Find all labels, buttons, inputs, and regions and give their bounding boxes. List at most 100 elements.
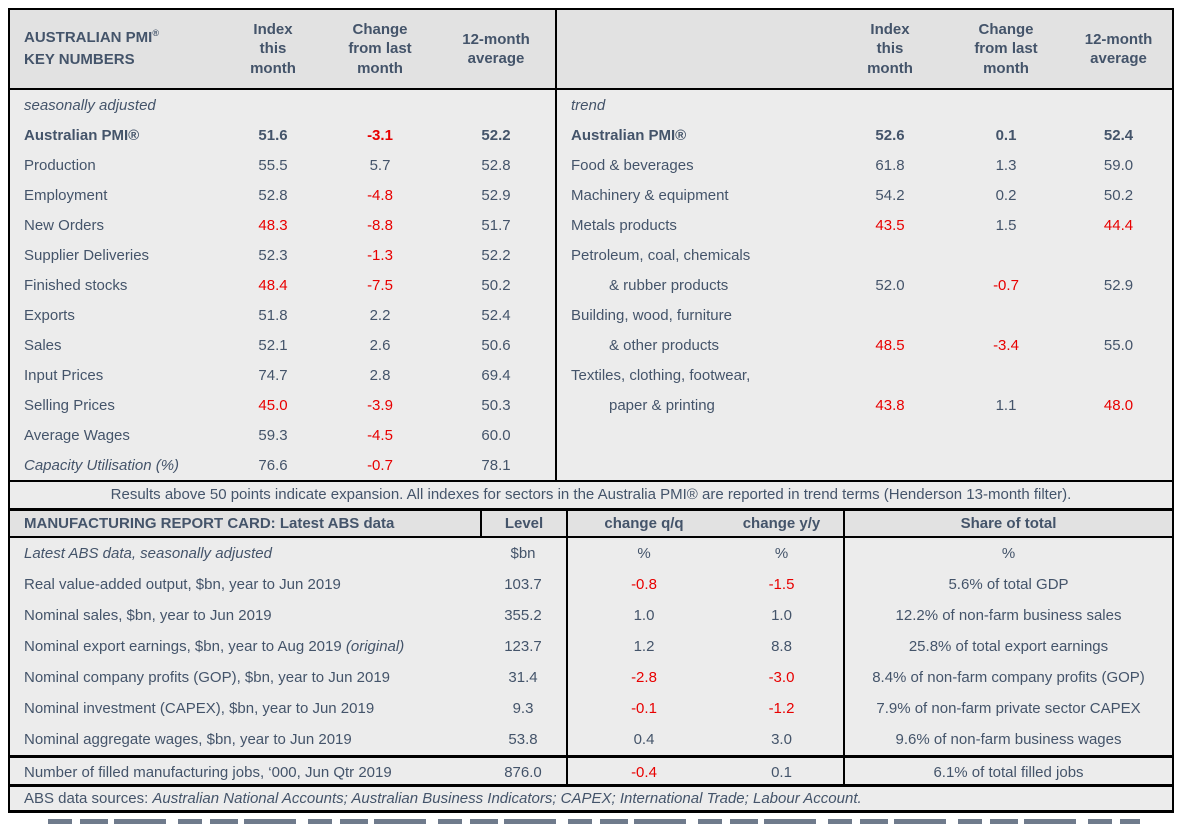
value-cell: -8.8	[367, 216, 393, 234]
value-cell: 52.1	[258, 336, 288, 354]
table-row: Textiles, clothing, footwear,	[557, 360, 1172, 390]
table-row: Employment 52.8 -4.8 52.9	[10, 180, 555, 210]
table-row: Building, wood, furniture	[557, 300, 1172, 330]
table-row: Finished stocks 48.4 -7.5 50.2	[10, 270, 555, 300]
share-cell: 25.8% of total export earnings	[843, 631, 1172, 662]
table-row	[557, 420, 1172, 450]
value-cell: 52.3	[258, 246, 288, 264]
share-cell: 7.9% of non-farm private sector CAPEX	[843, 693, 1172, 724]
value-cell: -4.8	[367, 186, 393, 204]
value-cell: 52.8	[481, 156, 511, 174]
row-label: Machinery & equipment	[571, 186, 729, 204]
row-label: Metals products	[571, 216, 677, 234]
change-yy-cell: -1.2	[768, 700, 795, 717]
row-label: Petroleum, coal, chemicals	[571, 246, 751, 264]
value-cell: 78.1	[481, 456, 511, 474]
table-row: Selling Prices 45.0 -3.9 50.3	[10, 390, 555, 420]
value-cell: 76.6	[258, 456, 288, 474]
column-header-change-from-last-month: Change from last month	[974, 20, 1038, 77]
row-label: Average Wages	[24, 426, 130, 444]
change-yy-cell: -3.0	[768, 669, 795, 686]
seasonally-adjusted-panel: seasonally adjusted Australian PMI® 51.6 -3…	[10, 90, 555, 480]
value-cell: 43.5	[875, 216, 905, 234]
value-cell: 61.8	[875, 156, 905, 174]
level-cell: 103.7	[504, 576, 542, 593]
column-header-share-of-total: Share of total	[843, 511, 1172, 536]
row-label: Finished stocks	[24, 276, 128, 294]
share-cell: 12.2% of non-farm business sales	[843, 600, 1172, 631]
column-header-12-month-average: 12-month average	[462, 30, 530, 68]
table-row: Number of filled manufacturing jobs, ‘00…	[10, 758, 1172, 787]
row-label-suffix: (original)	[341, 638, 405, 655]
value-cell: 52.0	[875, 276, 905, 294]
table-row: paper & printing 43.8 1.1 48.0	[557, 390, 1172, 420]
share-cell: 8.4% of non-farm company profits (GOP)	[843, 662, 1172, 693]
table-row: Latest ABS data, seasonally adjusted $bn%…	[10, 538, 1172, 569]
table-row	[557, 450, 1172, 480]
row-label: Real value-added output, $bn, year to Ju…	[24, 576, 341, 593]
value-cell: 74.7	[258, 366, 288, 384]
value-cell: 0.2	[995, 186, 1017, 204]
sources-list: Australian National Accounts; Australian…	[152, 790, 862, 807]
row-label: Textiles, clothing, footwear,	[571, 366, 751, 384]
value-cell: -3.1	[367, 126, 393, 144]
row-label: seasonally adjusted	[24, 96, 156, 114]
change-qq-cell: -0.8	[566, 569, 720, 600]
row-label: Australian PMI®	[24, 126, 140, 144]
row-label: Nominal sales, $bn, year to Jun 2019	[24, 607, 272, 624]
filled-jobs-row: Number of filled manufacturing jobs, ‘00…	[10, 755, 1172, 787]
value-cell: -3.4	[993, 336, 1019, 354]
value-cell: 59.0	[1103, 156, 1134, 174]
row-label: Exports	[24, 306, 75, 324]
value-cell: 50.6	[481, 336, 511, 354]
table-row: Nominal aggregate wages, $bn, year to Ju…	[10, 724, 1172, 755]
row-label: Building, wood, furniture	[571, 306, 732, 324]
value-cell: 52.9	[1103, 276, 1134, 294]
level-cell: 9.3	[512, 700, 534, 717]
value-cell: 51.6	[258, 126, 288, 144]
row-label: Nominal aggregate wages, $bn, year to Ju…	[24, 731, 352, 748]
table-row: Petroleum, coal, chemicals	[557, 240, 1172, 270]
value-cell: 48.4	[258, 276, 288, 294]
value-cell: 1.3	[995, 156, 1017, 174]
row-label: Number of filled manufacturing jobs, ‘00…	[24, 764, 392, 781]
value-cell: 5.7	[369, 156, 391, 174]
change-yy-cell: 8.8	[771, 638, 792, 655]
change-yy-cell: 1.0	[771, 607, 792, 624]
table-row: & other products 48.5 -3.4 55.0	[557, 330, 1172, 360]
value-cell: 69.4	[481, 366, 511, 384]
column-header-change-yy: change y/y	[742, 515, 821, 532]
row-label: Employment	[24, 186, 108, 204]
row-label: trend	[571, 96, 606, 114]
table-row: Capacity Utilisation (%) 76.6 -0.7 78.1	[10, 450, 555, 480]
value-cell: -0.7	[993, 276, 1019, 294]
row-label: Latest ABS data, seasonally adjusted	[24, 545, 272, 562]
report-card-title: MANUFACTURING REPORT CARD: Latest ABS da…	[24, 515, 395, 532]
value-cell: 43.8	[875, 396, 905, 414]
trend-panel: trend Australian PMI® 52.6 0.1 52.4 Food & be…	[555, 90, 1172, 480]
value-cell: 50.2	[1103, 186, 1134, 204]
column-header-index-this-month: Index this month	[250, 20, 296, 77]
column-header-change-qq: change q/q	[566, 511, 720, 536]
row-label: Sales	[24, 336, 62, 354]
table-row: Sales 52.1 2.6 50.6	[10, 330, 555, 360]
value-cell: -0.7	[367, 456, 393, 474]
change-qq-cell: %	[566, 538, 720, 569]
table-row: Metals products 43.5 1.5 44.4	[557, 210, 1172, 240]
value-cell: 59.3	[258, 426, 288, 444]
table-row: Nominal sales, $bn, year to Jun 2019 355.…	[10, 600, 1172, 631]
change-yy-cell: 3.0	[771, 731, 792, 748]
row-label: Nominal investment (CAPEX), $bn, year to…	[24, 700, 375, 717]
table-row: Nominal company profits (GOP), $bn, year…	[10, 662, 1172, 693]
table-row: Nominal export earnings, $bn, year to Au…	[10, 631, 1172, 662]
share-cell: %	[843, 538, 1172, 569]
value-cell: -3.9	[367, 396, 393, 414]
change-yy-cell: -1.5	[768, 576, 795, 593]
clipped-text-line	[48, 819, 1140, 824]
value-cell: 54.2	[875, 186, 905, 204]
value-cell: 60.0	[481, 426, 511, 444]
table-row: Machinery & equipment 54.2 0.2 50.2	[557, 180, 1172, 210]
row-label: paper & printing	[609, 396, 715, 414]
title-line2: KEY NUMBERS	[24, 51, 135, 68]
